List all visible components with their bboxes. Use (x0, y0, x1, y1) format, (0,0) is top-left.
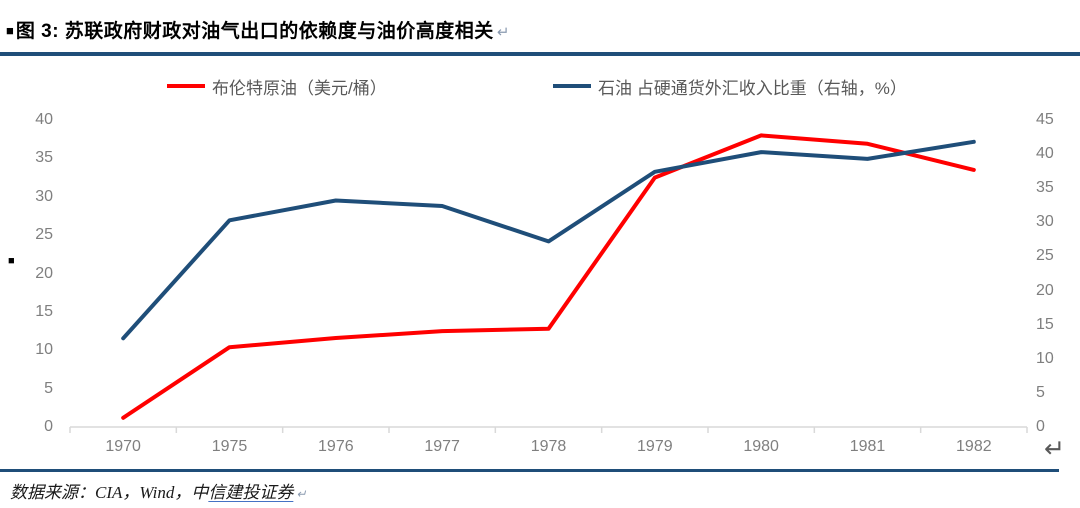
left-axis-tick-label: 15 (35, 302, 53, 320)
left-axis-tick-label: 35 (35, 149, 53, 167)
chart-legend: 布伦特原油（美元/桶） 石油 占硬通货外汇收入比重（右轴，%） (0, 76, 1080, 98)
title-divider-rule (0, 52, 1080, 56)
paragraph-return-icon: ↵ (296, 487, 307, 501)
brent-line-swatch (167, 84, 205, 88)
right-axis-tick-label: 35 (1036, 179, 1054, 197)
left-axis-tick-label: 30 (35, 187, 53, 205)
title-bullet-icon: ■ (6, 23, 14, 38)
left-axis-tick-label: 5 (44, 379, 53, 397)
figure-title-row: ■ 图 3: 苏联政府财政对油气出口的依赖度与油价高度相关 ↵ (6, 16, 1076, 43)
right-axis-tick-label: 45 (1036, 111, 1054, 128)
paragraph-return-icon: ↵ (496, 24, 510, 41)
stray-bullet-icon: ■ (8, 255, 15, 267)
x-axis-tick-label: 1980 (743, 438, 779, 455)
right-axis-tick-label: 10 (1036, 349, 1054, 367)
x-axis-tick-label: 1978 (530, 438, 567, 455)
legend-item-brent: 布伦特原油（美元/桶） (167, 76, 387, 98)
x-axis-tick-label: 1981 (849, 438, 886, 455)
legend-label-oil-share: 石油 占硬通货外汇收入比重（右轴，%） (598, 78, 907, 98)
right-axis-tick-label: 25 (1036, 247, 1054, 265)
x-axis-tick-label: 1977 (424, 438, 460, 455)
left-axis-tick-label: 0 (44, 418, 53, 435)
left-axis-tick-label: 10 (35, 341, 53, 359)
right-axis-tick-label: 0 (1036, 418, 1045, 435)
footer-divider-rule (0, 469, 1059, 472)
right-axis-tick-label: 30 (1036, 213, 1054, 231)
right-axis-tick-label: 15 (1036, 315, 1054, 333)
brent-price-line (121, 133, 976, 420)
x-axis-tick-label: 1976 (318, 438, 354, 455)
legend-item-oil-share: 石油 占硬通货外汇收入比重（右轴，%） (553, 76, 907, 98)
right-axis-tick-label: 20 (1036, 281, 1054, 299)
oil-share-line-swatch (553, 84, 591, 88)
x-axis-tick-label: 1970 (105, 438, 141, 455)
paragraph-return-icon: ↵ (1044, 435, 1065, 463)
left-axis-tick-label: 40 (35, 111, 53, 128)
source-link[interactable]: 信建投证券 (208, 483, 294, 502)
left-axis-tick-label: 25 (35, 226, 53, 244)
page-title: 图 3: 苏联政府财政对油气出口的依赖度与油价高度相关 (15, 21, 494, 42)
right-axis-tick-label: 40 (1036, 145, 1054, 163)
legend-label-brent: 布伦特原油（美元/桶） (212, 78, 387, 98)
left-axis-tick-label: 20 (35, 264, 53, 282)
x-axis-tick-label: 1979 (637, 438, 673, 455)
oil-share-line (121, 139, 976, 341)
x-axis-tick-label: 1975 (211, 438, 248, 455)
x-axis-tick-label: 1982 (956, 438, 992, 455)
source-text: 数据来源：CIA，Wind，中 (10, 483, 209, 502)
data-source-line: 数据来源：CIA，Wind，中信建投证券 ↵ (10, 478, 1010, 503)
right-axis-tick-label: 5 (1036, 383, 1045, 401)
